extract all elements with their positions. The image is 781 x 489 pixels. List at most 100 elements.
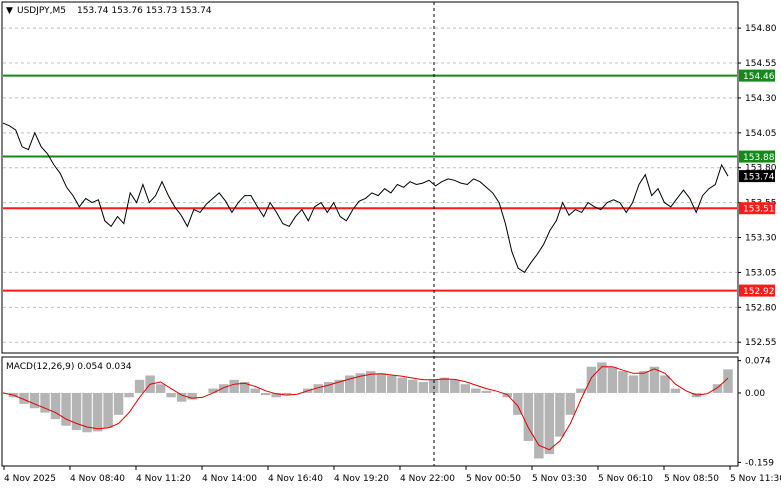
price-series-line [2,122,729,274]
macd-y-tick-label: 0.00 [745,389,765,399]
macd-bar [712,384,723,393]
level-label: 153.88 [743,153,775,163]
price-pane[interactable] [1,1,739,354]
macd-bar [460,384,471,393]
macd-bar [618,371,628,393]
x-tick-label: 4 Nov 11:20 [136,474,191,484]
macd-bar [271,392,281,398]
macd-y-tick-label: -0.159 [745,458,774,468]
current-price-badge [739,170,775,183]
macd-bar [40,392,50,413]
macd-bar [61,392,71,426]
macd-bar [71,392,82,431]
current-price-label: 153.74 [743,173,775,183]
macd-bar [418,382,429,393]
macd-bar [639,371,649,393]
macd-bar [281,392,292,396]
macd-bar [513,392,523,415]
x-tick-label: 5 Nov 00:50 [466,474,521,484]
price-levels [3,74,737,292]
macd-signal-line [2,366,729,451]
macd-bar [439,377,450,393]
y-tick-label: 153.05 [745,268,777,278]
resistance-level-badge [739,150,775,163]
macd-bar [576,388,586,393]
x-tick-label: 4 Nov 22:00 [400,474,455,484]
macd-bar [586,366,597,393]
resistance-level-badge [739,69,775,82]
macd-bar [471,388,481,393]
x-tick-label: 5 Nov 11:30 [730,474,781,484]
macd-bar [218,384,229,393]
symbol-label: USDJPY,M5 [17,6,66,16]
macd-bar [670,388,681,393]
x-tick-label: 5 Nov 03:30 [532,474,587,484]
macd-bar [387,375,397,393]
macd-bar [250,388,260,393]
macd-bar [649,366,660,393]
macd-bar [124,392,134,398]
macd-bar [376,373,386,393]
x-tick-label: 5 Nov 06:10 [598,474,653,484]
macd-bar [260,392,271,396]
macd-bar [208,388,218,393]
macd-bar [313,384,323,393]
macd-bar [481,390,492,393]
macd-bar [134,379,145,393]
macd-axis: 0.074 0.00 -0.159 [738,357,774,468]
macd-bar [597,362,607,393]
macd-bar [544,392,555,455]
macd-bar [92,392,103,432]
support-level-badge [739,284,775,297]
macd-bar [334,379,344,393]
x-tick-label: 4 Nov 16:40 [268,474,323,484]
level-label: 152.92 [743,287,775,297]
y-tick-label: 153.30 [745,234,777,244]
x-tick-label: 4 Nov 14:00 [202,474,257,484]
macd-bar [397,377,408,393]
macd-bar [450,379,460,393]
macd-bar [660,375,670,393]
macd-y-tick-label: 0.074 [745,357,771,367]
x-tick-label: 4 Nov 08:40 [70,474,125,484]
macd-bar [166,392,176,398]
level-label: 153.51 [743,205,775,215]
y-tick-label: 154.05 [745,129,777,139]
macd-bar [239,382,250,393]
macd-bar [19,392,29,404]
level-label: 154.46 [743,72,775,82]
macd-bar [355,373,365,393]
macd-histogram [8,362,733,459]
y-tick-label: 153.80 [745,164,777,174]
macd-bar [229,379,239,393]
x-tick-label: 4 Nov 2025 [4,474,56,484]
y-tick-label: 152.55 [745,338,777,348]
macd-label: MACD(12,26,9) 0.054 0.034 [6,362,132,372]
macd-bar [366,371,376,393]
macd-bar [176,392,187,402]
y-tick-label: 152.80 [745,303,777,313]
macd-bar [103,392,113,428]
macd-bar [345,375,355,393]
x-tick-label: 4 Nov 19:20 [334,474,389,484]
macd-bar [555,392,565,437]
macd-bar [628,375,639,393]
macd-bar [29,392,40,409]
macd-bar [523,392,534,441]
macd-bar [323,382,334,393]
time-axis: 4 Nov 2025 4 Nov 08:40 4 Nov 11:20 4 Nov 14… [3,466,781,484]
macd-bar [155,384,166,393]
macd-bar [113,392,124,415]
macd-bar [723,369,733,393]
x-tick-label: 5 Nov 08:50 [664,474,719,484]
y-tick-label: 154.55 [745,59,777,69]
price-grid [3,27,737,343]
macd-bar [82,392,92,433]
y-tick-label: 154.30 [745,94,777,104]
macd-bar [534,392,544,459]
header-arrow-icon[interactable]: ▼ [6,6,13,16]
macd-bar [607,366,618,393]
macd-bar [565,392,576,415]
macd-bar [187,392,197,400]
